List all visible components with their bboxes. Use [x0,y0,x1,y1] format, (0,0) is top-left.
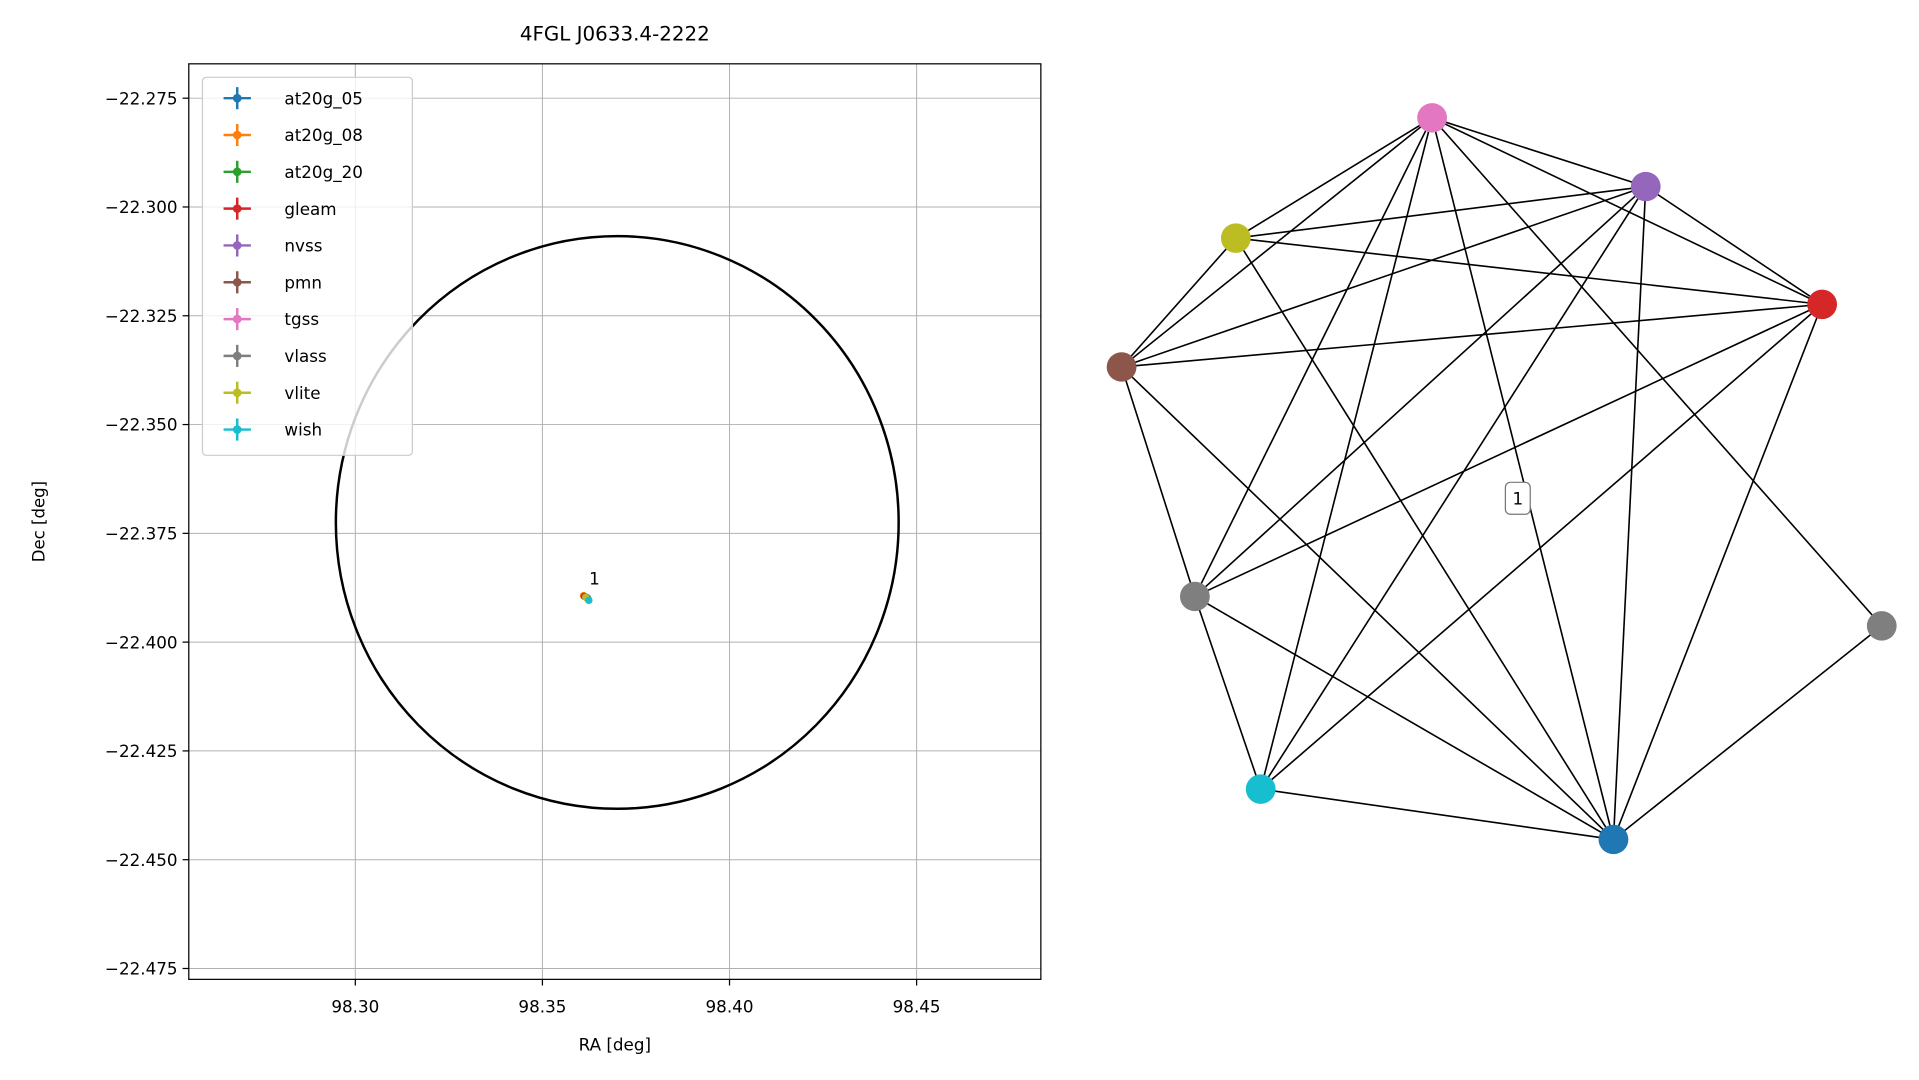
x-axis-label: RA [deg] [579,1036,651,1055]
node [1598,824,1629,855]
legend-label: at20g_05 [284,89,362,109]
legend-swatch [232,351,242,361]
legend-label: vlite [284,384,320,403]
y-tick-label: −22.475 [105,960,178,979]
edge [1194,596,1262,790]
legend-swatch [232,93,242,103]
legend-label: tgss [284,310,319,329]
legend-label: wish [284,421,322,440]
y-tick-label: −22.350 [105,416,178,435]
legend-swatch [232,314,242,324]
edge [1235,185,1646,239]
edge [1121,303,1823,368]
graph-label-box [1504,481,1531,515]
scatter-chart: 98.30 98.35 98.40 98.45 −22.275 −22.300 −22.32… [105,63,1042,1017]
y-tick-label: −22.375 [105,525,178,544]
edge [1120,237,1237,368]
edge [1235,237,1615,840]
edge [1645,185,1823,306]
edge [1612,304,1823,840]
edge [1431,117,1883,627]
chart-title: 4FGL J0633.4-2222 [520,23,710,46]
x-tick-label: 98.35 [518,998,566,1017]
legend-swatch [232,425,242,434]
plot-frame [188,63,1042,980]
legend-swatch [232,204,242,213]
edge [1260,303,1823,790]
edge [1121,185,1647,368]
legend-box [201,76,413,456]
legend-swatch [232,277,242,287]
node [1417,103,1448,133]
annotation: 1 [589,570,600,589]
edge [1259,117,1433,790]
edge [1194,117,1433,597]
network-graph: 1 [1106,103,1897,855]
legend-label: nvss [284,237,322,256]
point [585,596,593,605]
graph-label: 1 [1512,489,1523,508]
edge [1194,595,1614,841]
nodes [1106,103,1897,855]
edge [1121,366,1615,841]
y-tick-label: −22.425 [105,742,178,761]
node [1866,611,1897,641]
region-ellipse [334,234,900,811]
edge [1235,117,1433,239]
edge [1431,117,1615,840]
edge [1194,185,1647,598]
y-axis-label: Dec [deg] [30,481,49,562]
legend-swatch [232,388,242,398]
y-tick-label: −22.325 [105,307,178,326]
node [1245,774,1276,804]
edge [1235,237,1823,306]
legend-label: at20g_20 [284,163,362,183]
node [1179,581,1210,612]
node [1807,289,1838,320]
edge [1260,788,1614,841]
edge [1260,186,1647,790]
edge [1120,366,1196,597]
legend-label: gleam [284,200,336,219]
edges [1120,117,1883,841]
legend-swatch [232,167,242,177]
x-tick-label: 98.45 [893,998,941,1017]
legend-swatch [232,130,242,140]
y-tick-label: −22.400 [105,633,178,652]
x-tick-label: 98.30 [331,998,379,1017]
y-tick-label: −22.450 [105,851,178,870]
x-tick-label: 98.40 [706,998,754,1017]
legend-label: pmn [284,273,322,292]
edge [1612,186,1647,840]
node [1630,171,1661,202]
node [1106,352,1137,382]
y-tick-label: −22.300 [105,198,178,217]
edge [1194,303,1823,598]
node [1220,223,1251,253]
edge [1612,625,1883,841]
legend-swatch [232,241,242,250]
y-tick-label: −22.275 [105,89,178,108]
edge [1431,117,1646,188]
legend-label: at20g_08 [284,126,362,146]
legend-label: vlass [284,347,326,366]
edge [1431,117,1823,306]
